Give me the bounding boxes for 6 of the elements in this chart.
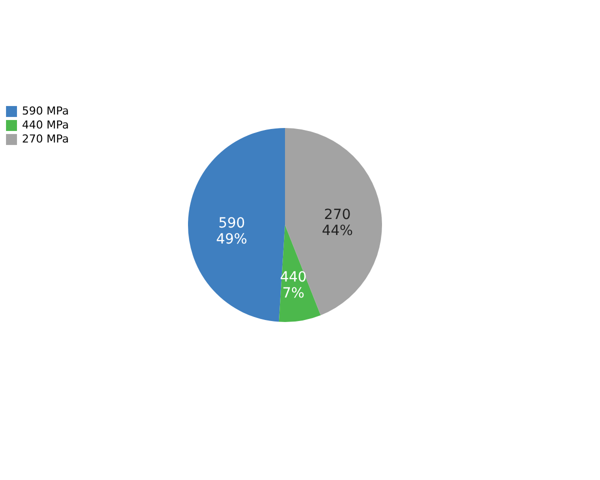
legend-label: 590 MPa xyxy=(22,104,69,118)
data-label: 590 49% xyxy=(216,215,248,248)
data-label: 270 44% xyxy=(322,207,353,240)
pie-slice xyxy=(278,225,321,322)
legend-label: 270 MPa xyxy=(22,132,69,146)
legend-label: 440 MPa xyxy=(22,118,69,132)
